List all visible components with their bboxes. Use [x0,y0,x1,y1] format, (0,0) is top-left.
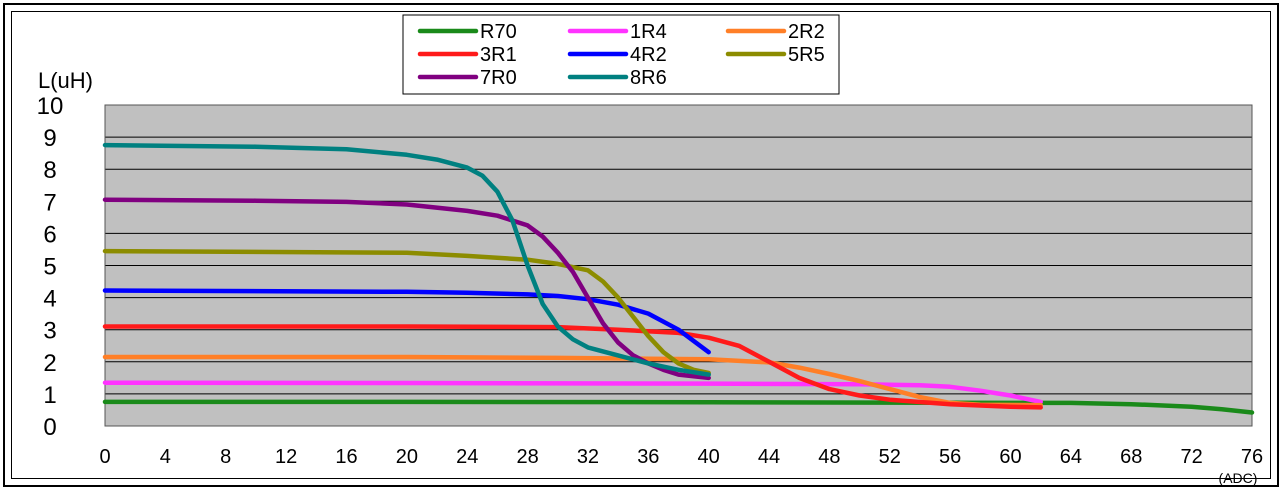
series-line-1r4 [102,380,1043,405]
y-tick-label: 6 [43,221,56,248]
y-tick-label: 10 [37,93,64,120]
x-tick-label: 20 [396,446,418,468]
plot-border [104,104,1253,427]
x-tick-label: 40 [698,446,720,468]
series-line-3r1 [102,324,1043,410]
y-tick-labels: 0 1 2 3 4 5 6 7 8 9 10 [37,93,64,441]
x-axis-label: (ADC) [1219,470,1258,486]
series-line-r70 [102,399,1255,415]
legend: R70 1R4 2R2 3R1 4R2 5R5 7R0 8R6 [402,14,840,95]
grid-lines [105,136,1252,395]
y-tick-label: 0 [43,414,56,441]
y-axis-label: L(uH) [38,68,93,93]
x-tick-label: 72 [1181,446,1203,468]
series-line-4r2 [102,288,711,355]
x-tick-label: 64 [1060,446,1082,468]
x-tick-label: 32 [577,446,599,468]
x-tick-label: 44 [758,446,780,468]
x-tick-label: 16 [335,446,357,468]
x-tick-label: 76 [1241,446,1263,468]
x-tick-label: 60 [999,446,1021,468]
x-tick-label: 52 [879,446,901,468]
legend-label: 5R5 [788,44,825,66]
x-tick-label: 28 [516,446,538,468]
x-tick-label: 0 [99,446,110,468]
x-tick-label: 8 [220,446,231,468]
legend-label: 1R4 [630,21,667,43]
x-tick-label: 24 [456,446,478,468]
x-tick-label: 68 [1120,446,1142,468]
y-tick-label: 7 [43,189,56,216]
legend-label: 8R6 [630,67,667,89]
chart-frame [3,3,1279,487]
x-tick-labels: 0 4 8 12 16 20 24 28 32 36 40 44 48 52 56 60 64 68 72 76 [99,446,1263,468]
chart-inner-border [11,11,1271,479]
legend-label: 4R2 [630,44,667,66]
legend-label: 3R1 [480,44,517,66]
series-line-8r6 [102,142,711,377]
series-line-5r5 [102,248,711,376]
y-tick-label: 2 [43,350,56,377]
legend-label: R70 [480,21,517,43]
x-tick-label: 12 [275,446,297,468]
y-tick-label: 1 [43,382,56,409]
series-layer [102,142,1255,415]
x-tick-label: 56 [939,446,961,468]
x-tick-label: 36 [637,446,659,468]
x-tick-label: 48 [818,446,840,468]
y-tick-label: 8 [43,157,56,184]
y-tick-label: 4 [43,286,56,313]
x-tick-label: 4 [160,446,171,468]
y-tick-label: 5 [43,254,56,281]
y-tick-label: 3 [43,318,56,345]
legend-label: 2R2 [788,21,825,43]
y-tick-label: 9 [43,125,56,152]
legend-label: 7R0 [480,67,517,89]
